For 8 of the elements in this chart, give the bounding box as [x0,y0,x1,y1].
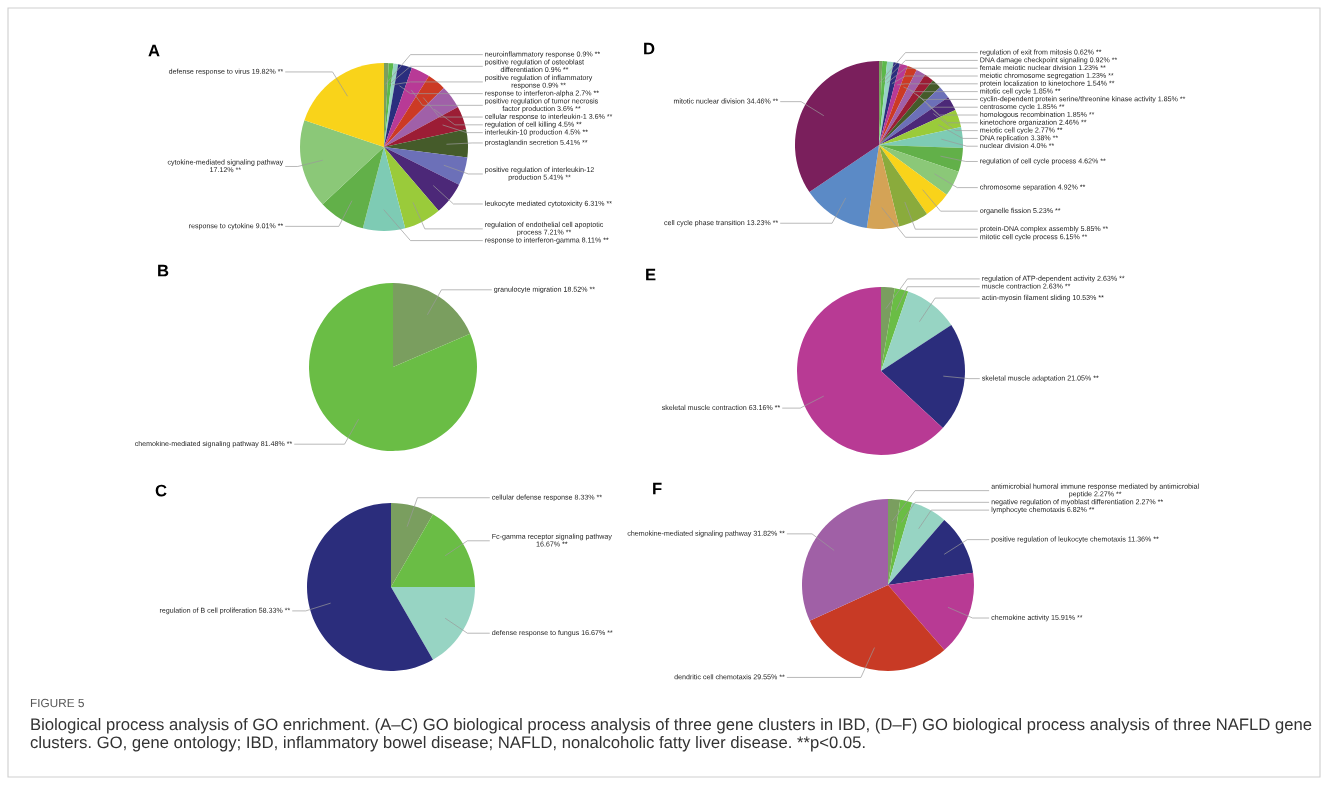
chart-title: A [148,44,160,57]
text: Biological process analysis of GO enrichment. (A–C) GO biological process analysis of three gene clusters in IBD, (D–F) GO biological process analysis of three NAFLD gene clusters. GO, gene ontology; IBD, inflammatory bowel disease; NAFLD, nonalcoholic fatty liver disease. **p<0.05. [30,718,1312,752]
chart-title: E [646,268,656,281]
chart-title: B [158,264,169,277]
chart-title: F [653,482,662,495]
caption: FIGURE 5 [30,698,84,708]
chart-title: D [644,42,655,55]
chart-title: C [155,484,167,497]
